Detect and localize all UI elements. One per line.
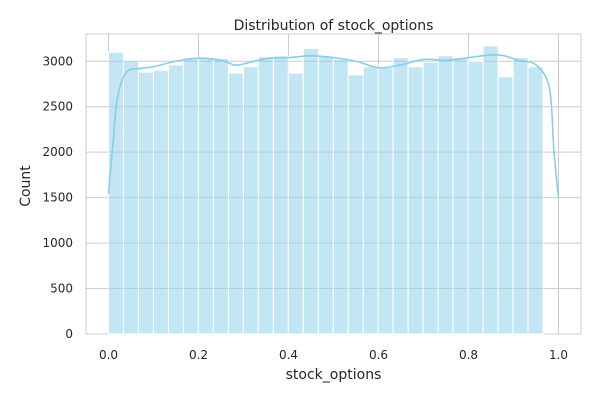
histogram-bar xyxy=(362,66,379,335)
histogram-bar xyxy=(197,57,214,335)
histogram-bar xyxy=(392,57,409,335)
histogram-bar xyxy=(407,66,424,335)
histogram-bar xyxy=(302,48,319,335)
y-tick-label: 1000 xyxy=(42,236,73,250)
y-tick-labels: 0 500 1000 1500 2000 2500 3000 xyxy=(42,54,73,341)
histogram-bar xyxy=(467,60,484,335)
x-axis-label: stock_options xyxy=(286,367,382,383)
histogram-bar xyxy=(512,57,529,335)
histogram-bar xyxy=(272,55,289,335)
histogram-bar xyxy=(347,74,364,335)
histogram-bar xyxy=(152,69,169,335)
y-tick-label: 3000 xyxy=(42,54,73,68)
histogram-bar xyxy=(317,56,334,335)
histogram-bar xyxy=(182,58,199,335)
plot-area xyxy=(85,33,582,335)
histogram-bar xyxy=(227,72,244,335)
x-tick-labels: 0.0 0.2 0.4 0.6 0.8 1.0 xyxy=(99,348,568,362)
histogram-bar xyxy=(257,56,274,335)
y-tick-label: 1500 xyxy=(42,191,73,205)
histogram-bar xyxy=(287,72,304,335)
y-tick-label: 0 xyxy=(65,327,73,341)
x-tick-label: 1.0 xyxy=(549,348,568,362)
histogram-bar xyxy=(377,67,394,335)
histogram-bar xyxy=(137,71,154,335)
x-tick-label: 0.6 xyxy=(369,348,388,362)
y-tick-label: 500 xyxy=(50,282,73,296)
x-tick-label: 0.0 xyxy=(99,348,118,362)
histogram-bar xyxy=(167,64,184,335)
kde-curve xyxy=(107,53,560,198)
histogram-bar xyxy=(242,66,259,335)
histogram-bar xyxy=(452,57,469,335)
histogram-bar xyxy=(482,45,499,335)
histogram-bars xyxy=(108,45,544,335)
x-tick-label: 0.4 xyxy=(279,348,298,362)
y-tick-label: 2000 xyxy=(42,145,73,159)
x-tick-label: 0.2 xyxy=(189,348,208,362)
histogram-bar xyxy=(122,59,139,335)
y-axis-label: Count xyxy=(18,165,34,207)
histogram-bar xyxy=(212,58,229,335)
chart-title: Distribution of stock_options xyxy=(234,18,434,34)
histogram-bar xyxy=(108,51,124,335)
histogram-bar xyxy=(497,76,514,335)
histogram-bar xyxy=(332,58,349,335)
histogram-bar xyxy=(422,61,439,335)
kde-line-group xyxy=(107,53,560,198)
x-tick-label: 0.8 xyxy=(459,348,478,362)
histogram-bar xyxy=(437,55,454,335)
y-tick-label: 2500 xyxy=(42,100,73,114)
histogram-bar xyxy=(527,66,544,335)
